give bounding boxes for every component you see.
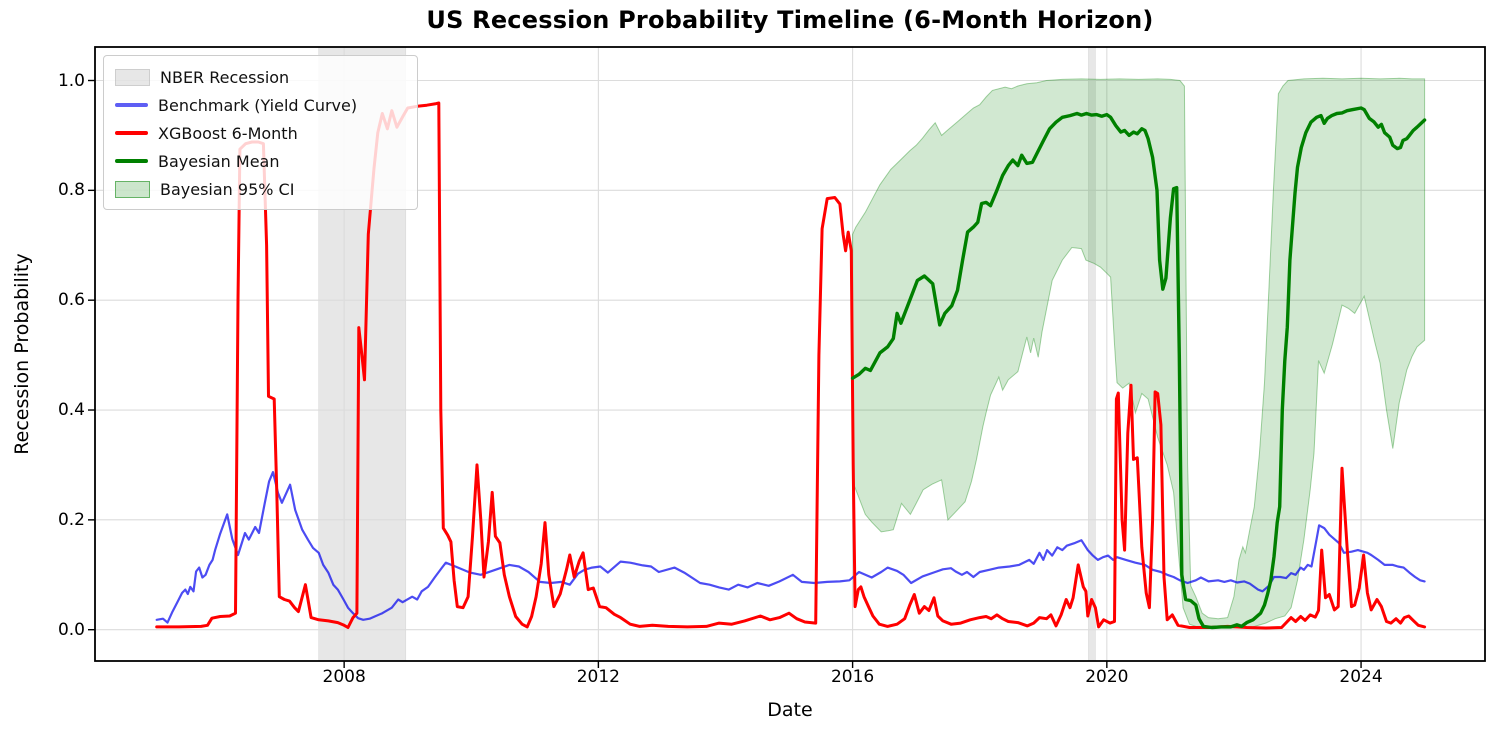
bayesian-mean-line [850,106,1427,630]
xgboost-line-swatch [115,131,148,135]
legend-item-bayesian-ci: Bayesian 95% CI [115,178,403,200]
legend-item-benchmark: Benchmark (Yield Curve) [115,94,403,116]
y-tick-label: 0.4 [57,400,85,421]
legend: NBER Recession Benchmark (Yield Curve) X… [103,55,418,210]
x-tick-label: 2020 [1085,667,1129,687]
legend-label: XGBoost 6-Month [158,123,298,143]
benchmark-yield-curve-line [155,471,1426,624]
x-tick-label: 2008 [322,667,366,687]
bayesian-mean-line-swatch [115,159,148,163]
legend-label: Bayesian Mean [158,151,280,171]
x-axis-label: Date [767,699,813,721]
y-tick-label: 0.2 [57,509,85,530]
x-tick-label: 2012 [576,667,620,687]
x-tick-label: 2016 [830,667,875,687]
y-tick-label: 0.6 [57,290,85,311]
bayesian-ci-swatch [115,180,150,198]
x-tick-label: 2024 [1339,667,1383,687]
nber-recession-swatch [115,68,150,86]
y-tick-label: 0.8 [57,180,85,201]
benchmark-line-swatch [115,103,148,107]
legend-label: Benchmark (Yield Curve) [158,95,358,115]
y-axis-label: Recession Probability [11,253,33,455]
legend-item-bayesian-mean: Bayesian Mean [115,150,403,172]
legend-item-nber-recession: NBER Recession [115,66,403,88]
y-tick-label: 0.0 [57,619,85,640]
legend-label: NBER Recession [160,67,290,87]
y-tick-label: 1.0 [57,70,85,91]
legend-item-xgboost: XGBoost 6-Month [115,122,403,144]
chart-title: US Recession Probability Timeline (6-Mon… [426,6,1154,34]
legend-label: Bayesian 95% CI [160,179,295,199]
plot-frame [94,46,1486,662]
